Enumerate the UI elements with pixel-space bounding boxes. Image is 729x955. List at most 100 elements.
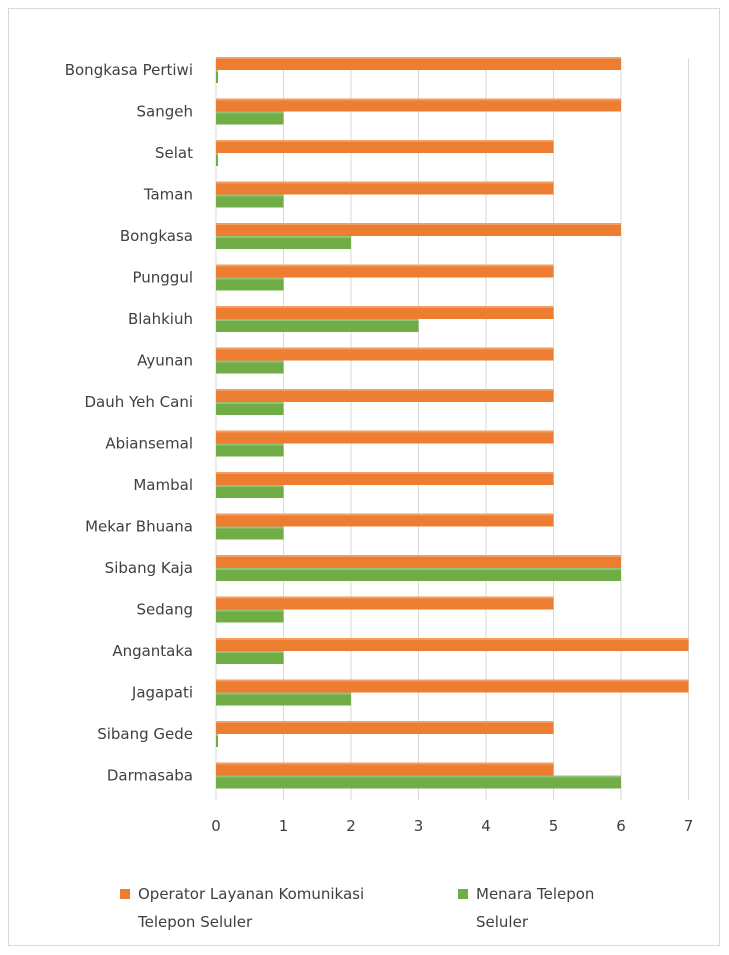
- bar-highlight-0-8: [216, 389, 554, 391]
- bar-operator-17: [216, 762, 554, 776]
- category-label: Mekar Bhuana: [85, 518, 193, 536]
- x-tick-label: 3: [414, 817, 424, 835]
- category-label: Ayunan: [137, 352, 193, 370]
- bar-menara-2: [216, 153, 218, 166]
- x-tick-label: 6: [616, 817, 626, 835]
- category-label: Bongkasa: [120, 227, 193, 245]
- bar-highlight-0-5: [216, 264, 554, 267]
- legend: Operator Layanan Komunikasi Telepon Selul…: [120, 885, 594, 931]
- bar-highlight-0-3: [216, 181, 554, 184]
- bar-operator-15: [216, 679, 689, 693]
- bar-operator-1: [216, 98, 621, 112]
- bar-highlight-0-15: [216, 679, 689, 682]
- bar-operator-9: [216, 430, 554, 444]
- bar-highlight-1-14: [216, 651, 284, 653]
- bar-highlight-0-16: [216, 721, 554, 723]
- x-tick-label: 1: [279, 817, 289, 835]
- category-label: Sedang: [137, 601, 194, 619]
- bar-operator-6: [216, 306, 554, 319]
- category-label: Sangeh: [137, 103, 193, 121]
- bar-operator-4: [216, 223, 621, 236]
- bar-highlight-1-1: [216, 111, 284, 114]
- bar-operator-11: [216, 513, 554, 527]
- x-tick-labels: 0 1 2 3 4 5 6 7: [211, 817, 693, 835]
- bar-operator-7: [216, 347, 554, 361]
- bar-highlight-1-11: [216, 526, 284, 529]
- bar-highlight-1-15: [216, 692, 351, 695]
- bar-menara-12: [216, 568, 621, 581]
- bar-highlight-1-8: [216, 402, 284, 404]
- category-label: Sibang Gede: [97, 725, 193, 743]
- bar-menara-14: [216, 651, 284, 664]
- x-tick-label: 0: [211, 817, 221, 835]
- bar-operator-8: [216, 389, 554, 402]
- bar-highlight-1-12: [216, 568, 621, 570]
- legend-label-1: Seluler: [476, 913, 529, 931]
- category-label: Dauh Yeh Cani: [84, 393, 193, 411]
- bar-menara-16: [216, 734, 218, 747]
- bar-menara-17: [216, 775, 621, 789]
- bar-menara-9: [216, 443, 284, 457]
- category-label: Abiansemal: [105, 435, 193, 453]
- bar-highlight-0-9: [216, 430, 554, 433]
- bar-highlight-0-0: [216, 57, 621, 59]
- bar-menara-11: [216, 526, 284, 540]
- category-label: Darmasaba: [107, 767, 193, 785]
- bar-highlight-0-6: [216, 306, 554, 308]
- x-tick-label: 7: [684, 817, 694, 835]
- bar-highlight-0-13: [216, 596, 554, 599]
- category-label: Selat: [155, 144, 193, 162]
- bar-highlight-0-17: [216, 762, 554, 765]
- category-label: Sibang Kaja: [105, 559, 193, 577]
- bar-menara-6: [216, 319, 419, 332]
- bar-highlight-1-9: [216, 443, 284, 446]
- category-label: Jagapati: [131, 684, 193, 702]
- bar-highlight-1-2: [216, 153, 218, 155]
- bar-highlight-1-3: [216, 194, 284, 197]
- bar-menara-1: [216, 111, 284, 125]
- bars: [216, 57, 689, 789]
- bar-menara-0: [216, 70, 218, 83]
- bar-operator-12: [216, 555, 621, 568]
- bar-operator-13: [216, 596, 554, 610]
- bar-highlight-0-14: [216, 638, 689, 640]
- bar-operator-5: [216, 264, 554, 278]
- bar-menara-3: [216, 194, 284, 208]
- bar-highlight-1-7: [216, 360, 284, 363]
- legend-swatch-0: [120, 889, 130, 899]
- bar-highlight-0-12: [216, 555, 621, 557]
- bar-operator-3: [216, 181, 554, 195]
- category-labels: Bongkasa Pertiwi Sangeh Selat Taman Bongkasa…: [65, 61, 193, 785]
- x-tick-label: 4: [481, 817, 491, 835]
- category-label: Punggul: [132, 269, 193, 287]
- category-label: Bongkasa Pertiwi: [65, 61, 193, 79]
- bar-highlight-1-13: [216, 609, 284, 612]
- bar-highlight-1-0: [216, 70, 218, 72]
- bar-menara-13: [216, 609, 284, 623]
- x-tick-label: 2: [346, 817, 356, 835]
- bar-highlight-0-7: [216, 347, 554, 350]
- bar-highlight-1-5: [216, 277, 284, 280]
- category-label: Taman: [143, 186, 193, 204]
- bar-operator-10: [216, 472, 554, 485]
- bar-highlight-0-4: [216, 223, 621, 225]
- bar-highlight-0-11: [216, 513, 554, 516]
- category-label: Mambal: [133, 476, 193, 494]
- bar-menara-4: [216, 236, 351, 249]
- x-tick-label: 5: [549, 817, 559, 835]
- bar-highlight-1-6: [216, 319, 419, 321]
- bar-operator-14: [216, 638, 689, 651]
- bar-highlight-1-10: [216, 485, 284, 487]
- legend-label-1: Menara Telepon: [476, 885, 594, 903]
- bar-highlight-0-2: [216, 140, 554, 142]
- bar-menara-15: [216, 692, 351, 706]
- bar-highlight-1-16: [216, 734, 218, 736]
- category-label: Blahkiuh: [128, 310, 193, 328]
- bar-menara-10: [216, 485, 284, 498]
- legend-label-0: Operator Layanan Komunikasi: [138, 885, 364, 903]
- bar-highlight-0-1: [216, 98, 621, 101]
- bar-operator-16: [216, 721, 554, 734]
- bar-menara-5: [216, 277, 284, 291]
- bar-highlight-0-10: [216, 472, 554, 474]
